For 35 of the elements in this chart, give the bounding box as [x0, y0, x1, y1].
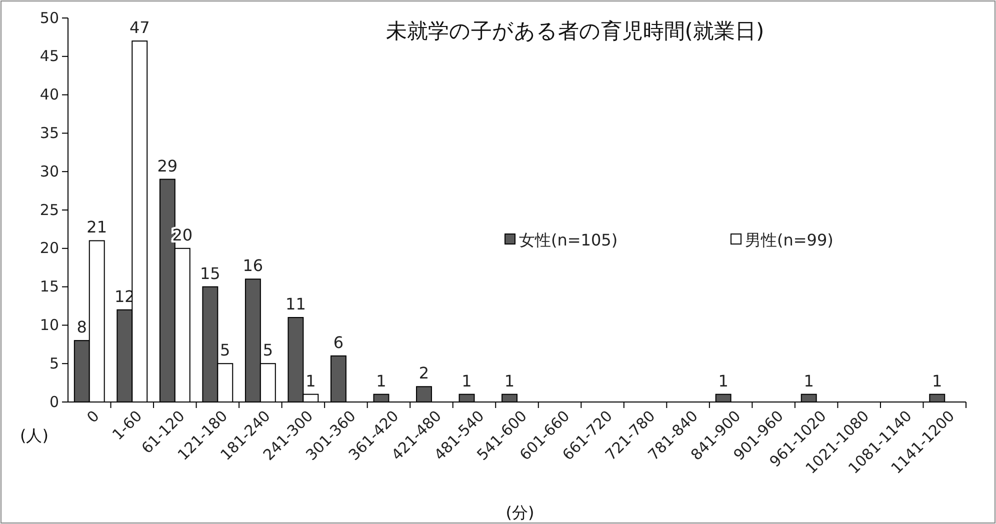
y-axis-title: (人) [20, 426, 48, 445]
y-tick-label: 30 [40, 162, 59, 180]
data-label: 1 [804, 371, 814, 390]
chart-title: 未就学の子がある者の育児時間(就業日) [386, 19, 764, 43]
y-tick-label: 20 [40, 239, 59, 258]
data-label: 11 [286, 294, 306, 314]
data-label: 1 [376, 371, 386, 390]
data-label: 47 [129, 18, 150, 38]
y-tick-label: 35 [40, 124, 59, 142]
data-label: 16 [242, 256, 264, 276]
data-label: 1 [504, 371, 515, 390]
data-label: 5 [220, 340, 230, 360]
y-tick-label: 10 [40, 316, 59, 334]
y-tick-label: 40 [40, 86, 59, 104]
data-label: 6 [333, 332, 344, 352]
data-label: 2 [418, 364, 430, 383]
data-label: 15 [200, 264, 220, 283]
data-label: 1 [462, 371, 472, 390]
data-label: 29 [157, 156, 178, 176]
data-label: 8 [76, 318, 87, 337]
y-tick-label: 15 [40, 278, 59, 296]
legend-label: 男性(n=99) [745, 230, 834, 250]
y-tick-label: 45 [40, 47, 59, 66]
data-label: 5 [262, 340, 274, 360]
data-label: 1 [718, 371, 728, 390]
data-label: 1 [932, 371, 942, 390]
data-label: 1 [306, 371, 316, 390]
y-tick-label: 5 [49, 354, 59, 372]
data-label: 21 [86, 218, 108, 237]
x-tick-label: 0 [83, 406, 103, 426]
legend-label: 女性(n=105) [519, 230, 618, 250]
y-tick-label: 25 [40, 200, 59, 219]
y-tick-label: 0 [49, 392, 59, 411]
x-axis-title: (分) [506, 503, 534, 522]
y-tick-label: 50 [40, 8, 59, 27]
